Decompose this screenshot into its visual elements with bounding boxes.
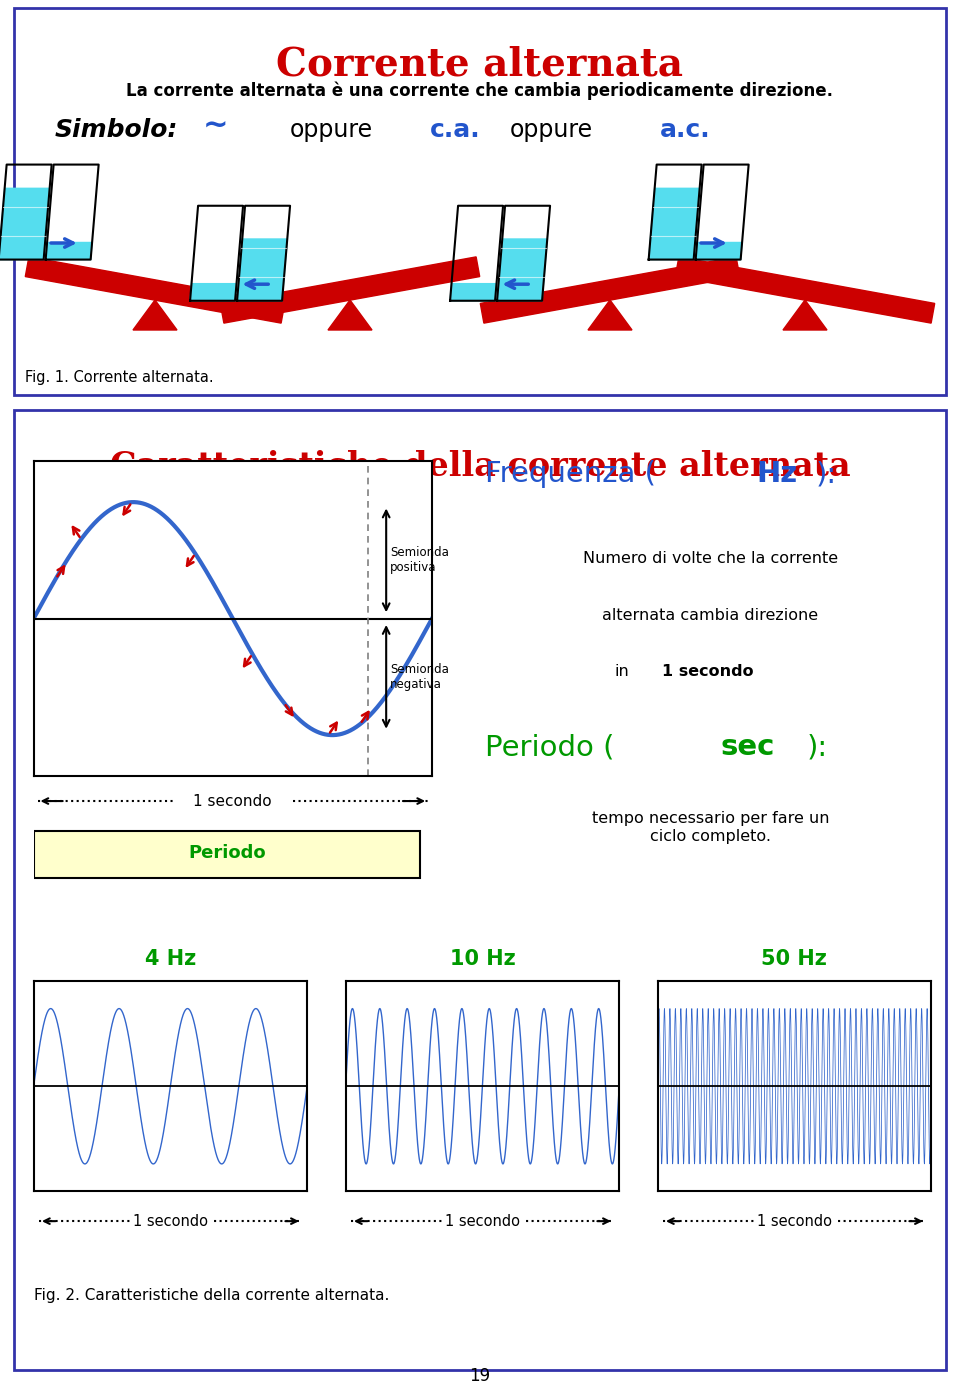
Text: sec: sec — [720, 734, 775, 762]
Text: 10 Hz: 10 Hz — [449, 949, 516, 969]
Text: Semionda
negativa: Semionda negativa — [390, 663, 449, 691]
Polygon shape — [190, 284, 236, 301]
Text: alternata cambia direzione: alternata cambia direzione — [602, 608, 819, 622]
Polygon shape — [46, 242, 92, 260]
Polygon shape — [497, 239, 547, 301]
Text: a.c.: a.c. — [660, 117, 710, 143]
Text: Simbolo:: Simbolo: — [55, 117, 179, 143]
Text: oppure: oppure — [290, 117, 373, 143]
Polygon shape — [0, 189, 50, 260]
Text: Semionda
positiva: Semionda positiva — [390, 547, 449, 575]
Text: Hz: Hz — [756, 460, 797, 488]
Text: c.a.: c.a. — [430, 117, 481, 143]
Text: Corrente alternata: Corrente alternata — [276, 45, 684, 82]
Text: Fig. 1. Corrente alternata.: Fig. 1. Corrente alternata. — [25, 370, 214, 384]
Text: Periodo: Periodo — [188, 844, 266, 863]
Polygon shape — [328, 301, 372, 330]
Text: 1 secondo: 1 secondo — [756, 1213, 832, 1229]
Polygon shape — [675, 257, 935, 323]
Text: ):: ): — [806, 734, 828, 762]
Text: 4 Hz: 4 Hz — [145, 949, 196, 969]
Text: ):: ): — [816, 460, 837, 488]
Text: tempo necessario per fare un
ciclo completo.: tempo necessario per fare un ciclo compl… — [591, 811, 829, 844]
Text: ∼: ∼ — [203, 112, 228, 141]
Text: 1 secondo: 1 secondo — [662, 664, 754, 679]
Text: 1 secondo: 1 secondo — [444, 1213, 520, 1229]
Text: in: in — [614, 664, 629, 679]
Text: Periodo (: Periodo ( — [485, 734, 614, 762]
Text: oppure: oppure — [510, 117, 593, 143]
Polygon shape — [237, 239, 287, 301]
Polygon shape — [450, 284, 496, 301]
Text: 50 Hz: 50 Hz — [761, 949, 828, 969]
Polygon shape — [649, 189, 700, 260]
Text: 1 secondo: 1 secondo — [132, 1213, 208, 1229]
Polygon shape — [588, 301, 632, 330]
Polygon shape — [783, 301, 827, 330]
Text: La corrente alternata è una corrente che cambia periodicamente direzione.: La corrente alternata è una corrente che… — [127, 82, 833, 101]
Text: Frequenza (: Frequenza ( — [485, 460, 656, 488]
Text: Numero di volte che la corrente: Numero di volte che la corrente — [583, 551, 838, 566]
Text: 19: 19 — [469, 1367, 491, 1384]
Text: Caratteristiche della corrente alternata: Caratteristiche della corrente alternata — [109, 450, 851, 482]
Bar — [34, 832, 420, 878]
Text: Fig. 2. Caratteristiche della corrente alternata.: Fig. 2. Caratteristiche della corrente a… — [34, 1289, 389, 1303]
Bar — [14, 8, 946, 396]
Polygon shape — [696, 242, 742, 260]
Bar — [14, 410, 946, 1370]
Text: 1 secondo: 1 secondo — [194, 794, 272, 808]
Polygon shape — [25, 257, 285, 323]
Polygon shape — [480, 257, 740, 323]
Polygon shape — [133, 301, 177, 330]
Polygon shape — [220, 257, 480, 323]
